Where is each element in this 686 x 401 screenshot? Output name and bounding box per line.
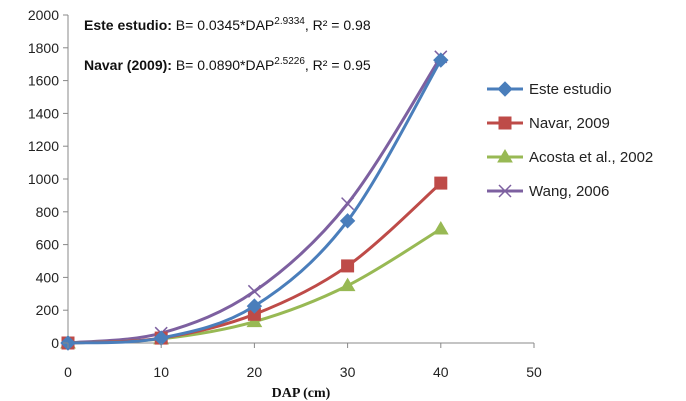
legend-label: Navar, 2009 [529, 115, 610, 132]
legend-marker [497, 149, 513, 163]
series-line [67, 59, 443, 345]
legend-entry: Wang, 2006 [487, 183, 609, 200]
y-tick-label: 1000 [28, 171, 59, 187]
x-axis-title: DAP (cm) [272, 386, 331, 401]
legend-entry: Este estudio [487, 81, 612, 98]
data-point [247, 284, 261, 298]
y-tick-label: 400 [36, 269, 60, 285]
legend-marker [498, 184, 512, 198]
y-tick-label: 800 [36, 204, 60, 220]
x-tick-label: 50 [526, 364, 542, 380]
legend-label: Acosta et al., 2002 [529, 149, 653, 166]
data-point [434, 176, 448, 190]
legend-marker [498, 116, 512, 130]
x-tick-label: 10 [153, 364, 169, 380]
x-tick-label: 40 [433, 364, 449, 380]
y-tick-label: 1800 [28, 40, 59, 56]
legend-entry: Navar, 2009 [487, 115, 610, 132]
x-axis-ticks: 0 10 20 30 40 50 [64, 343, 542, 380]
plot-area [60, 15, 534, 351]
y-tick-label: 600 [36, 237, 60, 253]
series-este-estudio [60, 52, 449, 351]
data-point [246, 298, 263, 314]
legend-label: Este estudio [529, 81, 612, 98]
legend-marker [497, 81, 513, 97]
x-tick-label: 0 [64, 364, 72, 380]
legend-entry: Acosta et al., 2002 [487, 149, 653, 166]
data-point [339, 213, 356, 229]
y-tick-label: 1200 [28, 138, 59, 154]
x-tick-label: 30 [340, 364, 356, 380]
legend-label: Wang, 2006 [529, 183, 609, 200]
data-point [341, 259, 355, 273]
series-acosta-et-al-2002 [60, 221, 449, 349]
x-tick-label: 20 [247, 364, 263, 380]
series-line [67, 56, 443, 345]
y-tick-label: 1600 [28, 73, 59, 89]
equation-label: Este estudio: B= 0.0345*DAP2.9334, R² = … [84, 16, 371, 33]
data-point [432, 221, 449, 235]
y-tick-label: 200 [36, 302, 60, 318]
y-axis-ticks: 0 200 400 600 800 1000 1200 1400 1600 1800 2000 [28, 7, 68, 351]
data-point [339, 277, 356, 292]
y-tick-label: 1400 [28, 105, 59, 121]
y-tick-label: 2000 [28, 7, 59, 23]
legend: Este estudio Navar, 2009 Acosta et al., 20… [487, 81, 653, 200]
equation-label: Navar (2009): B= 0.0890*DAP2.5226, R² = … [84, 56, 371, 73]
data-point [341, 197, 355, 211]
y-tick-label: 0 [51, 335, 59, 351]
data-point [433, 52, 449, 68]
equation-annotations: Este estudio: B= 0.0345*DAP2.9334, R² = … [84, 16, 371, 73]
